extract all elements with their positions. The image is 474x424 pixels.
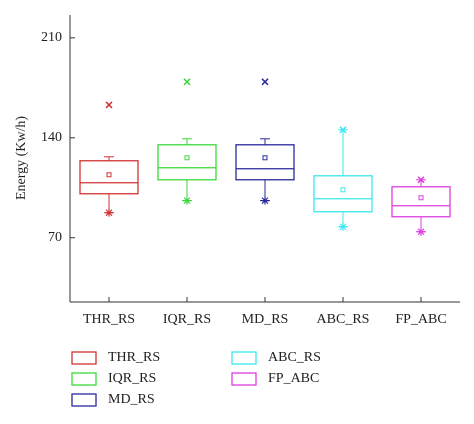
mean	[184, 155, 190, 161]
min-marker	[105, 208, 113, 217]
max-marker	[339, 126, 347, 134]
x-tick-label: THR_RS	[83, 312, 135, 327]
x-tick-label: ABC_RS	[317, 312, 370, 327]
x-tick-label: MD_RS	[242, 312, 289, 327]
y-tick-label: 140	[41, 130, 62, 145]
min-marker	[417, 227, 425, 236]
mean	[418, 195, 424, 201]
legend-label: MD_RS	[108, 392, 155, 407]
max-marker	[261, 78, 269, 86]
max-marker	[183, 78, 191, 86]
box	[157, 144, 217, 181]
legend-swatch	[71, 372, 97, 386]
legend-swatch	[71, 351, 97, 365]
x-tick-label: FP_ABC	[395, 312, 446, 327]
y-tick-label: 70	[48, 230, 62, 245]
legend-label: ABC_RS	[268, 350, 321, 365]
legend-label: FP_ABC	[268, 371, 319, 386]
box	[235, 144, 295, 181]
box	[391, 186, 451, 218]
legend-swatch	[231, 372, 257, 386]
max-marker	[417, 176, 425, 184]
legend-label: IQR_RS	[108, 371, 156, 386]
min-marker	[261, 196, 269, 205]
legend-swatch	[71, 393, 97, 407]
mean	[262, 155, 268, 161]
min-marker	[183, 196, 191, 205]
mean	[106, 172, 112, 178]
legend-label: THR_RS	[108, 350, 160, 365]
max-marker	[105, 101, 113, 109]
legend-swatch	[231, 351, 257, 365]
box	[313, 175, 373, 213]
box	[79, 160, 139, 195]
mean	[340, 187, 346, 193]
y-tick-label: 210	[41, 30, 62, 45]
min-marker	[339, 222, 347, 231]
y-axis-label: Energy (Kw/h)	[14, 116, 29, 200]
x-tick-label: IQR_RS	[163, 312, 211, 327]
